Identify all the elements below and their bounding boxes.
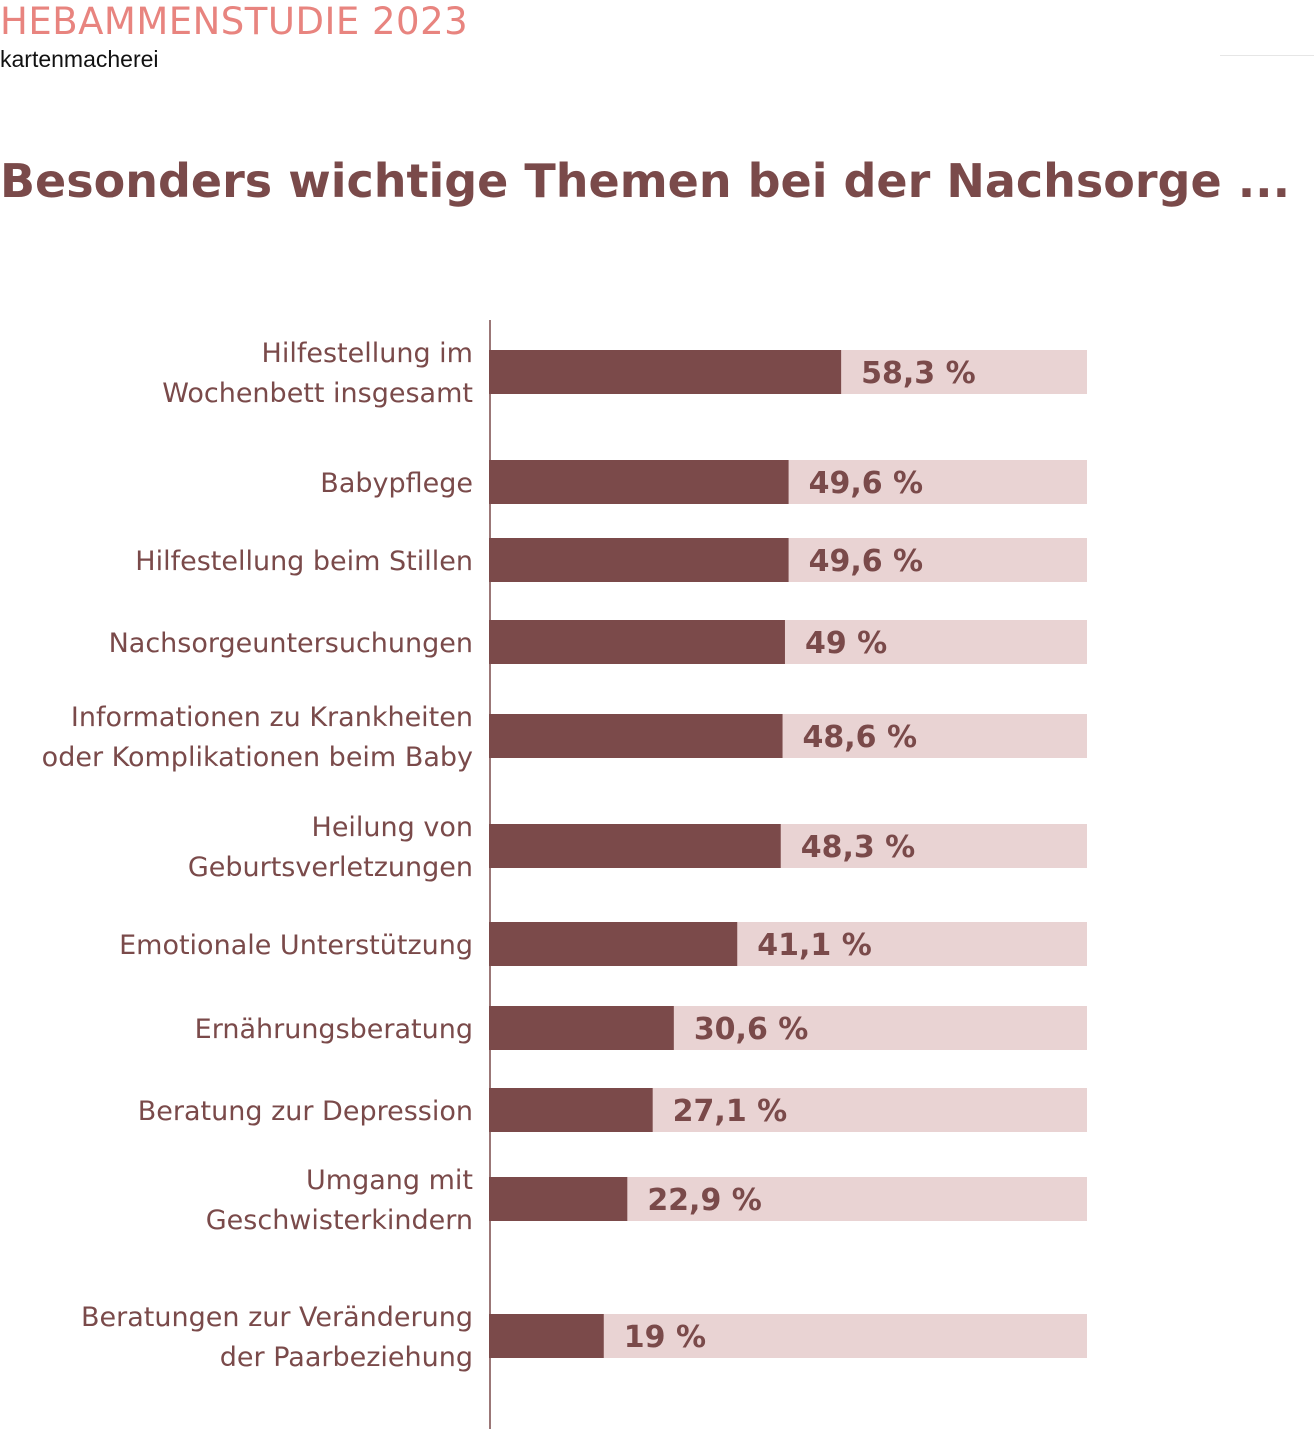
category-label: Ernährungsberatung [195, 1014, 473, 1045]
bar [489, 460, 789, 504]
brand-name: kartenmacherei [0, 46, 159, 72]
bar [489, 1006, 674, 1050]
value-label: 49,6 % [809, 544, 924, 579]
bar [489, 714, 783, 758]
value-label: 58,3 % [861, 356, 976, 391]
category-label: Informationen zu Krankheiten oder Komplik… [42, 702, 473, 773]
category-label: Emotionale Unterstützung [119, 930, 473, 961]
value-label: 19 % [624, 1320, 706, 1355]
category-label: Babypflege [320, 468, 473, 499]
value-label: 48,3 % [801, 830, 916, 865]
value-label: 27,1 % [673, 1094, 788, 1129]
category-label: Beratung zur Depression [138, 1096, 473, 1127]
chart-title: Besonders wichtige Themen bei der Nachso… [0, 154, 1291, 208]
divider [1220, 55, 1314, 56]
category-label: Nachsorgeuntersuchungen [109, 628, 473, 659]
value-label: 41,1 % [757, 928, 872, 963]
bar [489, 824, 781, 868]
bar [489, 1314, 604, 1358]
category-label: Hilfestellung im Wochenbett insgesamt [162, 338, 473, 409]
bar [489, 1177, 628, 1221]
value-label: 30,6 % [694, 1012, 809, 1047]
value-label: 49,6 % [809, 466, 924, 501]
bar [489, 1088, 653, 1132]
bar [489, 620, 785, 664]
bar [489, 350, 842, 394]
category-label: Heilung von Geburtsverletzungen [188, 812, 473, 883]
value-label: 49 % [805, 626, 887, 661]
category-label: Beratungen zur Veränderung der Paarbezieh… [81, 1302, 473, 1373]
category-label: Hilfestellung beim Stillen [135, 546, 473, 577]
bar [489, 922, 738, 966]
value-label: 48,6 % [803, 720, 918, 755]
report-kicker: HEBAMMENSTUDIE 2023 [0, 0, 469, 43]
value-label: 22,9 % [647, 1183, 762, 1218]
bar [489, 538, 789, 582]
category-label: Umgang mit Geschwisterkindern [206, 1165, 473, 1236]
